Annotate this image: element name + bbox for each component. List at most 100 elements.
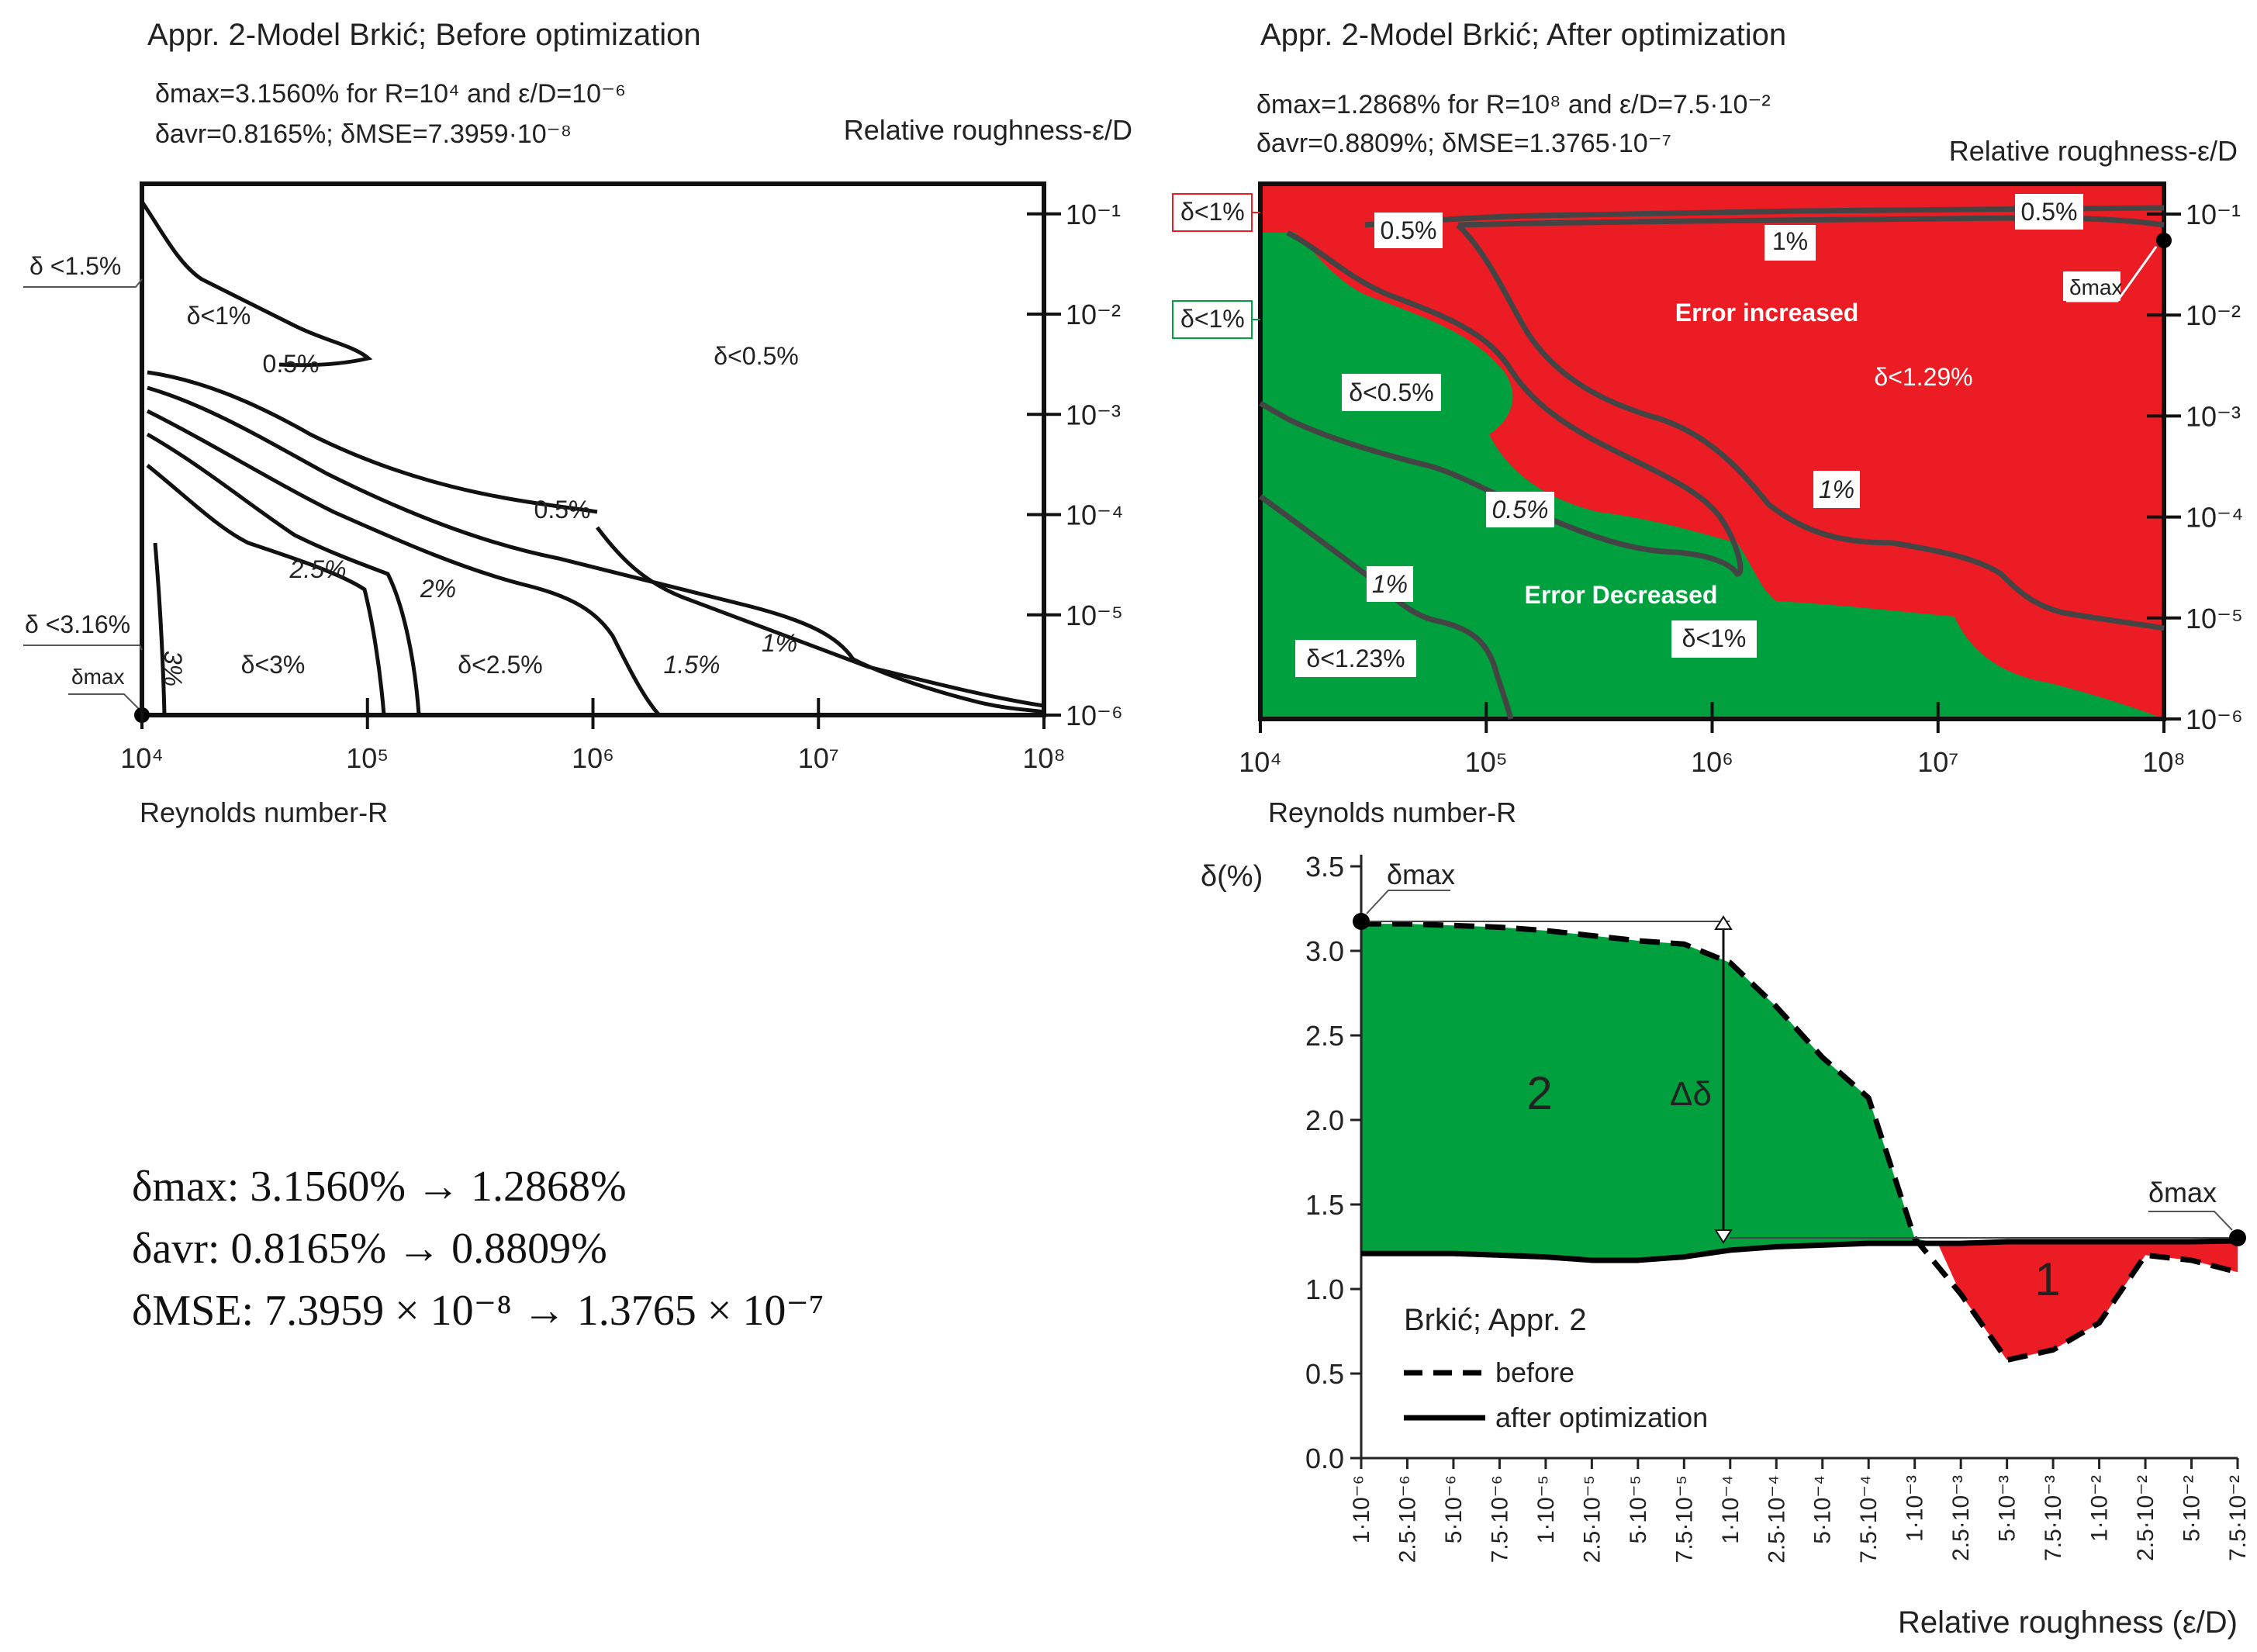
after-stats-line1: δmax=1.2868% for R=10⁸ and ε/D=7.5·10⁻² <box>1256 90 1771 119</box>
x-tick-label: 10⁶ <box>1691 746 1733 778</box>
y-tick-label: 10⁻¹ <box>2186 199 2241 230</box>
profile-x-tick-label: 1·10⁻⁴ <box>1718 1475 1744 1544</box>
profile-x-tick-label: 7.5·10⁻³ <box>2041 1475 2066 1561</box>
after-xlabel: Reynolds number-R <box>1268 797 1516 828</box>
summary-avr: δavr: 0.8165% → 0.8809% <box>132 1225 607 1273</box>
before-contour-labels: δ<1% 0.5% δ<0.5% 0.5% 2.5% 2% 1% 1.5% 3%… <box>159 302 799 686</box>
profile-x-tick-label: 2.5·10⁻⁴ <box>1764 1475 1789 1564</box>
profile-x-tick-label: 2.5·10⁻⁵ <box>1579 1475 1605 1563</box>
after-label-05b: 0.5% <box>2021 198 2078 226</box>
profile-y-tick-label: 2.5 <box>1305 1020 1344 1052</box>
before-contour-2pct <box>146 432 421 716</box>
before-marker-label: δmax <box>71 665 124 689</box>
before-label-05b: 0.5% <box>534 496 591 524</box>
after-x-axis: 10⁴ 10⁵ 10⁶ 10⁷ 10⁸ <box>1239 702 2186 778</box>
profile-legend: Brkić; Appr. 2 before after optimization <box>1404 1303 1708 1433</box>
before-label-25: 2.5% <box>289 555 347 583</box>
panel-profile: δ(%) 0.0 0.5 1.0 1.5 2.0 2.5 3.0 3.5 1·10⁻⁶ 2.5·1… <box>1201 851 2251 1640</box>
profile-y-tick-label: 0.5 <box>1305 1358 1344 1390</box>
profile-y-tick-label: 3.0 <box>1305 935 1344 967</box>
profile-x-tick-label: 7.5·10⁻⁶ <box>1487 1475 1512 1563</box>
after-edge-labels: δ<1% δ<1% δmax <box>1172 193 2172 339</box>
before-label-05a: 0.5% <box>263 350 320 378</box>
summary-block: δmax: 3.1560% → 1.2868% δavr: 0.8165% → … <box>132 1156 824 1342</box>
after-contour-1-lower <box>1258 494 1514 720</box>
before-label-15: 1.5% <box>664 651 721 679</box>
before-label-d1: δ<1% <box>187 302 251 330</box>
after-label-05c: 0.5% <box>1492 496 1549 524</box>
profile-y-tick-label: 2.0 <box>1305 1104 1344 1136</box>
profile-series-before <box>1361 921 2238 1363</box>
before-label-1: 1% <box>762 629 797 657</box>
before-label-2: 2% <box>420 575 456 603</box>
y-tick-label: 10⁻² <box>1066 299 1121 330</box>
after-contour-labels: 0.5% 0.5% 1% δ<1.29% δ<0.5% 1% 0.5% 1% δ… <box>1295 194 2083 677</box>
x-tick-label: 10⁸ <box>2142 746 2185 778</box>
y-tick-label: 10⁻¹ <box>1066 199 1121 230</box>
delta-delta-arrow: Δδ <box>1361 915 2238 1244</box>
y-tick-label: 10⁻⁶ <box>2186 703 2243 735</box>
profile-dmax-after-label: δmax <box>2148 1177 2217 1208</box>
profile-x-tick-label: 5·10⁻⁵ <box>1626 1475 1651 1543</box>
profile-region-increased <box>1937 1240 2238 1360</box>
profile-x-tick-label: 5·10⁻⁶ <box>1441 1475 1467 1543</box>
before-contour-0.5pct-tail <box>596 526 1045 708</box>
after-y-axis: 10⁻¹ 10⁻² 10⁻³ 10⁻⁴ 10⁻⁵ 10⁻⁶ <box>2147 199 2244 735</box>
before-contour-1pct-tail <box>852 657 1045 714</box>
before-title: Appr. 2-Model Brkić; Before optimization <box>147 18 701 52</box>
after-stats-line2: δavr=0.8809%; δMSE=1.3765·10⁻⁷ <box>1256 129 1671 158</box>
profile-x-tick-label: 5·10⁻³ <box>1995 1475 2020 1542</box>
profile-x-tick-label: 2.5·10⁻² <box>2133 1475 2158 1561</box>
before-contour-2.5pct <box>146 464 386 716</box>
before-edge-316: δ <3.16% <box>25 610 130 638</box>
region-2-label: 2 <box>1526 1067 1552 1119</box>
x-tick-label: 10⁴ <box>120 742 164 774</box>
summary-mse: δMSE: 7.3959 × 10⁻⁸ → 1.3765 × 10⁻⁷ <box>132 1287 824 1335</box>
before-contour-1pct <box>147 385 855 661</box>
before-contours <box>140 200 1045 717</box>
before-contour-0.5pct <box>147 370 598 514</box>
after-label-05a: 0.5% <box>1381 216 1437 244</box>
profile-y-tick-label: 0.0 <box>1305 1443 1344 1474</box>
before-label-3: 3% <box>159 651 187 686</box>
before-plot-frame <box>140 181 1046 717</box>
after-contour-05 <box>1259 230 1744 577</box>
profile-y-tick-label: 1.5 <box>1305 1189 1344 1221</box>
before-label-d3: δ<3% <box>241 651 306 679</box>
profile-x-tick-label: 1·10⁻² <box>2087 1475 2113 1542</box>
after-marker-label: δmax <box>2069 275 2122 299</box>
before-xlabel: Reynolds number-R <box>140 797 388 828</box>
y-tick-label: 10⁻⁵ <box>2186 603 2243 634</box>
after-contour-1 <box>1456 223 2165 631</box>
after-title: Appr. 2-Model Brkić; After optimization <box>1260 18 1786 52</box>
y-tick-label: 10⁻³ <box>1066 399 1121 430</box>
y-tick-label: 10⁻⁶ <box>1066 700 1123 731</box>
after-region-decreased <box>1260 233 2164 719</box>
summary-max: δmax: 3.1560% → 1.2868% <box>132 1163 627 1211</box>
profile-lines <box>1361 921 2238 1363</box>
before-ylabel: Relative roughness-ε/D <box>844 114 1132 146</box>
after-contour-1-top <box>1457 215 2165 228</box>
legend-title: Brkić; Appr. 2 <box>1404 1303 1587 1337</box>
profile-y-tick-label: 3.5 <box>1305 851 1344 883</box>
delta-delta-label: Δδ <box>1670 1075 1712 1113</box>
legend-before-label: before <box>1495 1357 1574 1388</box>
x-tick-label: 10⁵ <box>346 742 389 774</box>
before-stats-line2: δavr=0.8165%; δMSE=7.3959·10⁻⁸ <box>155 119 572 149</box>
before-contour-1.5pct <box>146 409 661 717</box>
profile-dmax-before-label: δmax <box>1387 859 1455 890</box>
after-region-decreased-label: Error Decreased <box>1524 581 1717 609</box>
before-label-d05: δ<0.5% <box>714 342 798 370</box>
after-ylabel: Relative roughness-ε/D <box>1949 135 2238 167</box>
profile-region-decreased <box>1361 924 1938 1260</box>
before-contour-3pct <box>153 542 167 716</box>
after-region-increased-label: Error increased <box>1675 299 1859 327</box>
before-x-axis: 10⁴ 10⁵ 10⁶ 10⁷ 10⁸ <box>120 698 1066 774</box>
profile-axes: 0.0 0.5 1.0 1.5 2.0 2.5 3.0 3.5 1·10⁻⁶ 2.5·10⁻⁶ 5·… <box>1305 851 2251 1564</box>
profile-y-tick-label: 1.0 <box>1305 1274 1344 1305</box>
y-tick-label: 10⁻⁴ <box>1066 499 1124 531</box>
after-label-d129: δ<1.29% <box>1874 363 1972 391</box>
x-tick-label: 10⁶ <box>572 742 614 774</box>
before-stats-line1: δmax=3.1560% for R=10⁴ and ε/D=10⁻⁶ <box>155 79 626 109</box>
